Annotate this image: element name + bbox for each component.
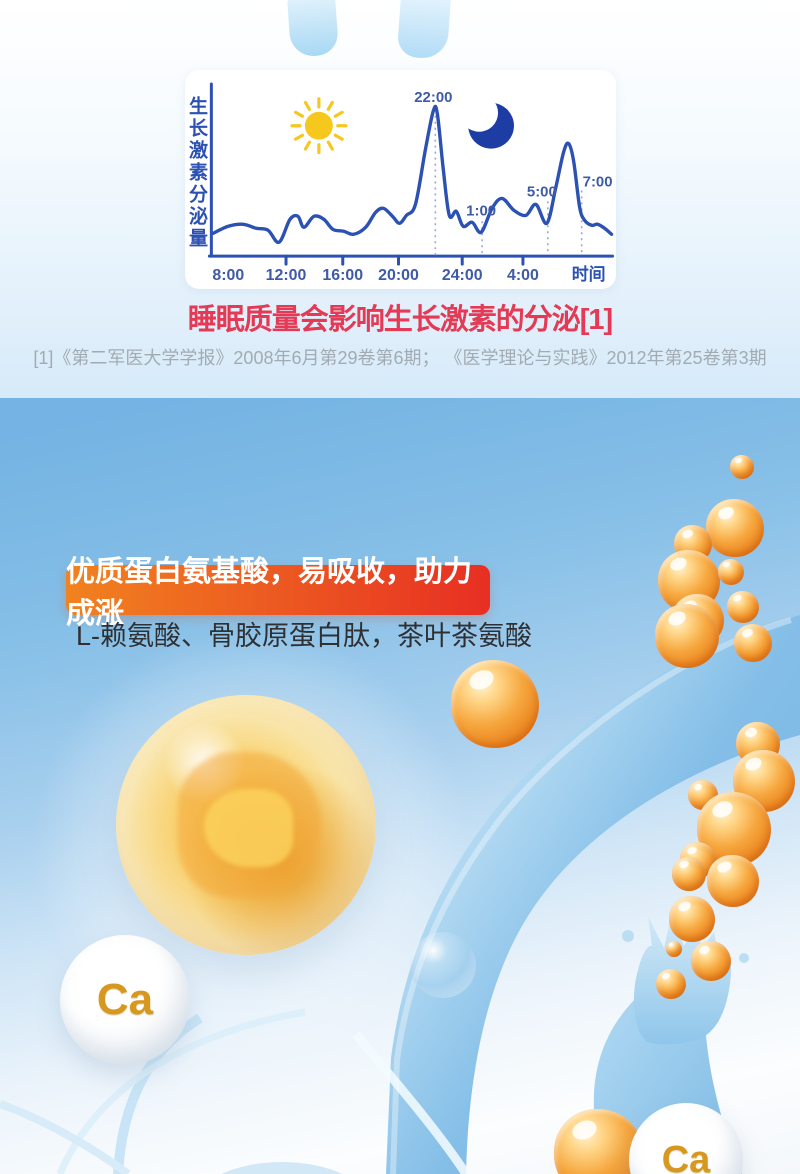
calcium-label: Ca [96,975,154,1024]
benefit-banner-text: 优质蛋白氨基酸，易吸收，助力成涨 [66,556,473,630]
x-tick-label: 24:00 [442,267,483,284]
x-tick-label: 4:00 [507,267,539,284]
top-ribbon-leg [396,0,452,60]
growth-hormone-chart-card: 8:00 12:00 16:00 20:00 24:00 4:00 时间 22:00 1:00 5… [185,70,616,289]
ribbon-streak [352,1031,470,1174]
growth-hormone-chart: 8:00 12:00 16:00 20:00 24:00 4:00 时间 22:00 1:00 5… [207,82,615,284]
x-tick-label: 20:00 [378,267,419,284]
splash-droplet [622,930,634,942]
benefit-banner: 优质蛋白氨基酸，易吸收，助力成涨 [66,556,490,630]
golden-nutrient-sphere [116,695,376,955]
x-axis-title: 时间 [572,264,606,284]
amber-bubble [734,624,772,662]
x-tick-label: 16:00 [322,267,363,284]
amber-bubble [707,855,759,907]
amber-bubble [727,591,759,623]
sleep-chart-section: 8:00 12:00 16:00 20:00 24:00 4:00 时间 22:00 1:00 5… [0,0,800,398]
peak-annotation: 22:00 [414,89,452,106]
thin-ribbon-strand [0,1100,131,1174]
amber-bubble [655,604,719,668]
amber-bubble [451,660,539,748]
amber-bubble [669,896,715,942]
amber-bubble [666,941,682,957]
headline: 睡眠质量会影响生长激素的分泌[1] [187,304,613,336]
amber-bubble [656,969,686,999]
calcium-ball: Ca [60,935,190,1065]
x-tick-label: 12:00 [266,267,307,284]
citation: [1]《第二军医大学学报》2008年6月第29卷第6期； 《医学理论与实践》20… [33,348,767,368]
ribbon-mound [221,1162,343,1174]
splash-droplet [739,953,749,963]
top-ribbon-leg [286,0,340,58]
moon-icon [468,102,514,149]
amber-bubble [718,559,744,585]
amber-bubble [672,857,706,891]
peak-annotation: 5:00 [527,183,557,200]
peak-annotation: 1:00 [466,202,496,219]
amber-bubble [730,455,754,479]
thin-ribbon-strand [113,1013,203,1174]
benefit-section: 优质蛋白氨基酸，易吸收，助力成涨 L-赖氨酸、骨胶原蛋白肽，茶叶茶氨酸 Ca C… [0,398,800,1174]
x-tick-label: 8:00 [212,267,244,284]
benefit-subtitle: L-赖氨酸、骨胶原蛋白肽，茶叶茶氨酸 [76,621,533,651]
amber-bubble [706,499,764,557]
blue-ribbon [386,615,800,1174]
calcium-label: Ca [661,1138,711,1174]
peak-annotation: 7:00 [583,173,613,190]
water-bubble [410,932,476,998]
sun-icon [290,97,348,155]
amber-bubble [691,941,731,981]
hormone-secretion-curve [211,104,614,244]
thin-ribbon-strand [56,1008,306,1174]
y-axis-label: 生长激素分泌量 [186,96,207,250]
